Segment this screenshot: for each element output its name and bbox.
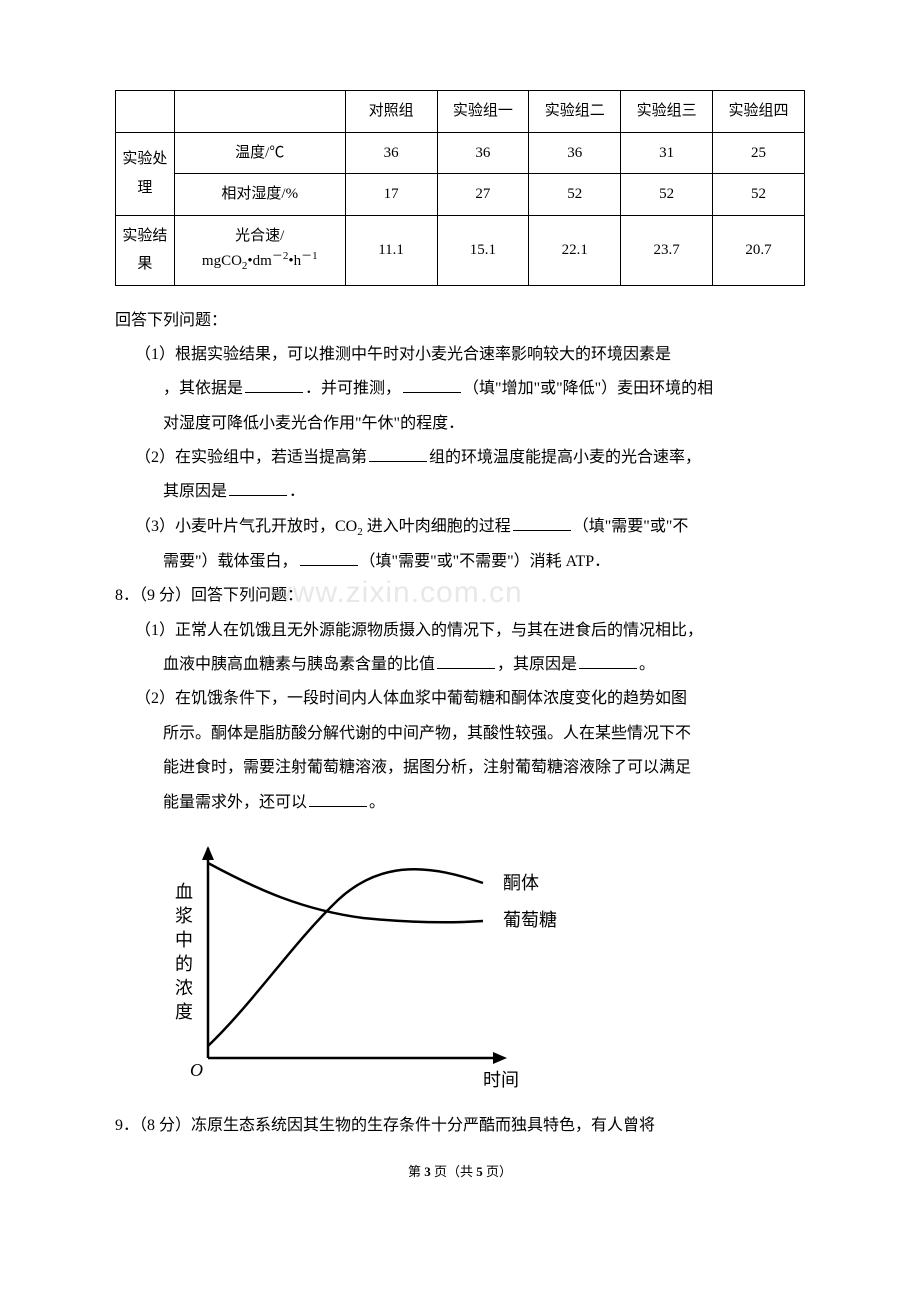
text: （填"增加"或"降低"）麦田环境的相 xyxy=(463,380,713,397)
page-footer: 第 3 页（共 5 页） xyxy=(115,1160,805,1185)
text: ． xyxy=(289,483,305,500)
content-area: 对照组 实验组一 实验组二 实验组三 实验组四 实验处理 温度/℃ 36 36 … xyxy=(115,90,805,1185)
question-2-line1: （2）在实验组中，若适当提高第 组的环境温度能提高小麦的光合速率， xyxy=(115,443,805,473)
text: （填"需要"或"不 xyxy=(573,518,689,535)
blank-input[interactable] xyxy=(437,653,495,669)
text: 需要"）载体蛋白， xyxy=(163,553,298,570)
data-cell: 52 xyxy=(621,174,713,216)
table-row: 相对湿度/% 17 27 52 52 52 xyxy=(116,174,805,216)
blank-input[interactable] xyxy=(245,377,303,393)
text: ．并可推测， xyxy=(305,380,401,397)
svg-text:中: 中 xyxy=(175,930,193,950)
experiment-table: 对照组 实验组一 实验组二 实验组三 实验组四 实验处理 温度/℃ 36 36 … xyxy=(115,90,805,286)
blank-input[interactable] xyxy=(309,791,367,807)
data-cell: 22.1 xyxy=(529,215,621,285)
text: 进入叶肉细胞的过程 xyxy=(363,518,511,535)
data-cell: 36 xyxy=(345,132,437,174)
question-8-2-line2: 所示。酮体是脂肪酸分解代谢的中间产物，其酸性较强。人在某些情况下不 xyxy=(115,719,805,749)
svg-text:葡萄糖: 葡萄糖 xyxy=(503,910,557,930)
data-cell: 20.7 xyxy=(713,215,805,285)
data-cell: 52 xyxy=(529,174,621,216)
question-8-2-line3: 能进食时，需要注射葡萄糖溶液，据图分析，注射葡萄糖溶液除了可以满足 xyxy=(115,753,805,783)
data-cell: 11.1 xyxy=(345,215,437,285)
data-cell: 52 xyxy=(713,174,805,216)
question-1-line3: 对湿度可降低小麦光合作用"午休"的程度． xyxy=(115,409,805,439)
question-8-2-line4: 能量需求外，还可以 。 xyxy=(115,788,805,818)
blank-input[interactable] xyxy=(403,377,461,393)
param-label: 相对湿度/% xyxy=(174,174,345,216)
question-8-2-line1: （2）在饥饿条件下，一段时间内人体血浆中葡萄糖和酮体浓度变化的趋势如图 xyxy=(115,684,805,714)
table-row: 实验处理 温度/℃ 36 36 36 31 25 xyxy=(116,132,805,174)
svg-text:的: 的 xyxy=(175,954,193,974)
svg-text:时间: 时间 xyxy=(483,1070,519,1088)
text: （填"需要"或"不需要"）消耗 ATP． xyxy=(360,553,611,570)
text: 其原因是 xyxy=(163,483,227,500)
blank-input[interactable] xyxy=(513,515,571,531)
text: 。 xyxy=(639,656,655,673)
blank-input[interactable] xyxy=(229,480,287,496)
text: （3）小麦叶片气孔开放时，CO xyxy=(135,518,357,535)
data-cell: 25 xyxy=(713,132,805,174)
svg-text:度: 度 xyxy=(175,1002,193,1022)
question-3-line1: （3）小麦叶片气孔开放时，CO2 进入叶肉细胞的过程（填"需要"或"不 xyxy=(115,512,805,543)
question-8-1-line2: 血液中胰高血糖素与胰岛素含量的比值 ，其原因是 。 xyxy=(115,650,805,680)
data-cell: 36 xyxy=(437,132,529,174)
blank-input[interactable] xyxy=(579,653,637,669)
concentration-chart: O 血浆中的浓度时间 酮体葡萄糖 xyxy=(163,828,805,1099)
header-cell: 实验组一 xyxy=(437,91,529,133)
data-cell: 27 xyxy=(437,174,529,216)
svg-text:酮体: 酮体 xyxy=(503,873,539,893)
text: 能量需求外，还可以 xyxy=(163,794,307,811)
text: 组的环境温度能提高小麦的光合速率， xyxy=(429,449,701,466)
data-cell: 23.7 xyxy=(621,215,713,285)
question-8-header: 8．（9 分）回答下列问题： xyxy=(115,581,805,611)
table-header-row: 对照组 实验组一 实验组二 实验组三 实验组四 xyxy=(116,91,805,133)
data-cell: 36 xyxy=(529,132,621,174)
svg-text:浓: 浓 xyxy=(175,978,193,998)
header-cell: 对照组 xyxy=(345,91,437,133)
question-1-line1: （1）根据实验结果，可以推测中午时对小麦光合速率影响较大的环境因素是 xyxy=(115,340,805,370)
blank-input[interactable] xyxy=(369,446,427,462)
question-8-1-line1: （1）正常人在饥饿且无外源能源物质摄入的情况下，与其在进食后的情况相比， xyxy=(115,616,805,646)
text: ，其依据是 xyxy=(163,380,243,397)
text: 。 xyxy=(369,794,385,811)
data-cell: 31 xyxy=(621,132,713,174)
svg-text:O: O xyxy=(190,1060,203,1080)
footer-text: 页） xyxy=(483,1164,512,1179)
header-cell: 实验组三 xyxy=(621,91,713,133)
header-cell: 实验组二 xyxy=(529,91,621,133)
data-cell: 17 xyxy=(345,174,437,216)
param-label: 温度/℃ xyxy=(174,132,345,174)
footer-text: 页（共 xyxy=(431,1164,477,1179)
question-2-line2: 其原因是 ． xyxy=(115,477,805,507)
question-9-header: 9．（8 分）冻原生态系统因其生物的生存条件十分严酷而独具特色，有人曾将 xyxy=(115,1111,805,1141)
header-cell: 实验组四 xyxy=(713,91,805,133)
data-cell: 15.1 xyxy=(437,215,529,285)
blank-input[interactable] xyxy=(300,550,358,566)
chart-svg: O 血浆中的浓度时间 酮体葡萄糖 xyxy=(163,828,603,1088)
param-label: 光合速/mgCO2•dm－2•h－1 xyxy=(174,215,345,285)
row-label: 实验结果 xyxy=(116,215,175,285)
question-3-line2: 需要"）载体蛋白， （填"需要"或"不需要"）消耗 ATP． xyxy=(115,547,805,577)
text: 血液中胰高血糖素与胰岛素含量的比值 xyxy=(163,656,435,673)
intro-text: 回答下列问题： xyxy=(115,306,805,336)
header-cell xyxy=(116,91,175,133)
header-cell xyxy=(174,91,345,133)
text: ，其原因是 xyxy=(497,656,577,673)
row-label: 实验处理 xyxy=(116,132,175,215)
svg-text:浆: 浆 xyxy=(175,906,193,926)
question-1-line2: ，其依据是 ．并可推测， （填"增加"或"降低"）麦田环境的相 xyxy=(115,374,805,404)
svg-text:血: 血 xyxy=(175,882,193,902)
footer-text: 第 xyxy=(408,1164,424,1179)
text: （2）在实验组中，若适当提高第 xyxy=(135,449,367,466)
